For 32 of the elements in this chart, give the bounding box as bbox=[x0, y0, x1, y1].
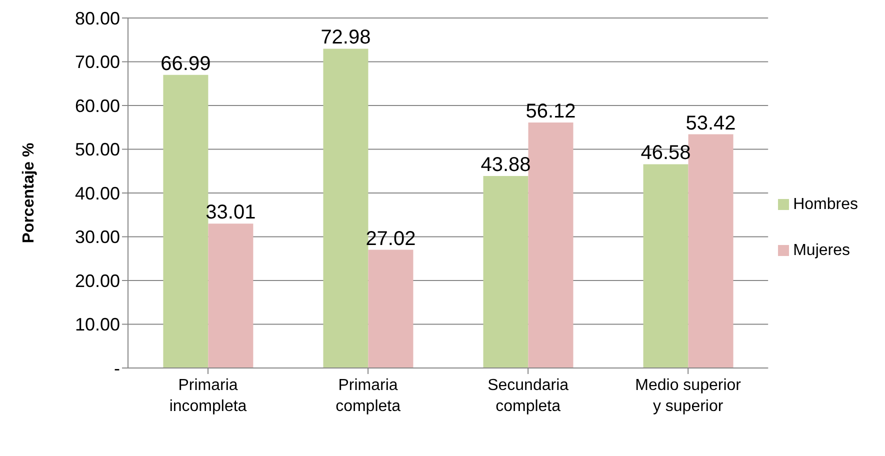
y-tick-label: 50.00 bbox=[74, 140, 120, 160]
data-label: 66.99 bbox=[160, 52, 211, 75]
y-tick-label: 70.00 bbox=[74, 52, 120, 72]
bar bbox=[163, 74, 208, 368]
y-tick-label: 60.00 bbox=[74, 96, 120, 116]
x-tick-label: Medio superior y superior bbox=[635, 377, 742, 415]
legend-label: Hombres bbox=[793, 196, 858, 213]
y-tick-label: 30.00 bbox=[74, 227, 120, 248]
y-tick-label: 10.00 bbox=[74, 314, 120, 335]
bar bbox=[528, 122, 574, 368]
data-label: 56.12 bbox=[526, 100, 576, 122]
x-tick-label: Secundaria completa bbox=[488, 377, 569, 415]
y-tick-label: 80.00 bbox=[74, 8, 120, 28]
y-tick-label: - bbox=[114, 358, 120, 378]
y-axis-title: Porcentaje % bbox=[20, 142, 38, 244]
data-label: 72.98 bbox=[320, 26, 371, 49]
bar bbox=[688, 134, 734, 368]
x-tick-label: Primaria completa bbox=[336, 377, 401, 415]
x-tick-label: Primaria incompleta bbox=[169, 377, 247, 415]
y-tick-label: 20.00 bbox=[74, 270, 120, 291]
data-label: 27.02 bbox=[366, 228, 416, 250]
bar bbox=[368, 250, 414, 368]
bar bbox=[208, 224, 254, 368]
data-label: 46.58 bbox=[640, 142, 691, 164]
data-label: 33.01 bbox=[206, 202, 256, 224]
bar bbox=[483, 176, 528, 368]
bar bbox=[323, 48, 368, 368]
y-tick-label: 40.00 bbox=[74, 183, 120, 204]
bar bbox=[643, 164, 688, 368]
data-label: 53.42 bbox=[686, 112, 736, 134]
data-label: 43.88 bbox=[480, 154, 531, 176]
legend-label: Mujeres bbox=[793, 242, 850, 259]
